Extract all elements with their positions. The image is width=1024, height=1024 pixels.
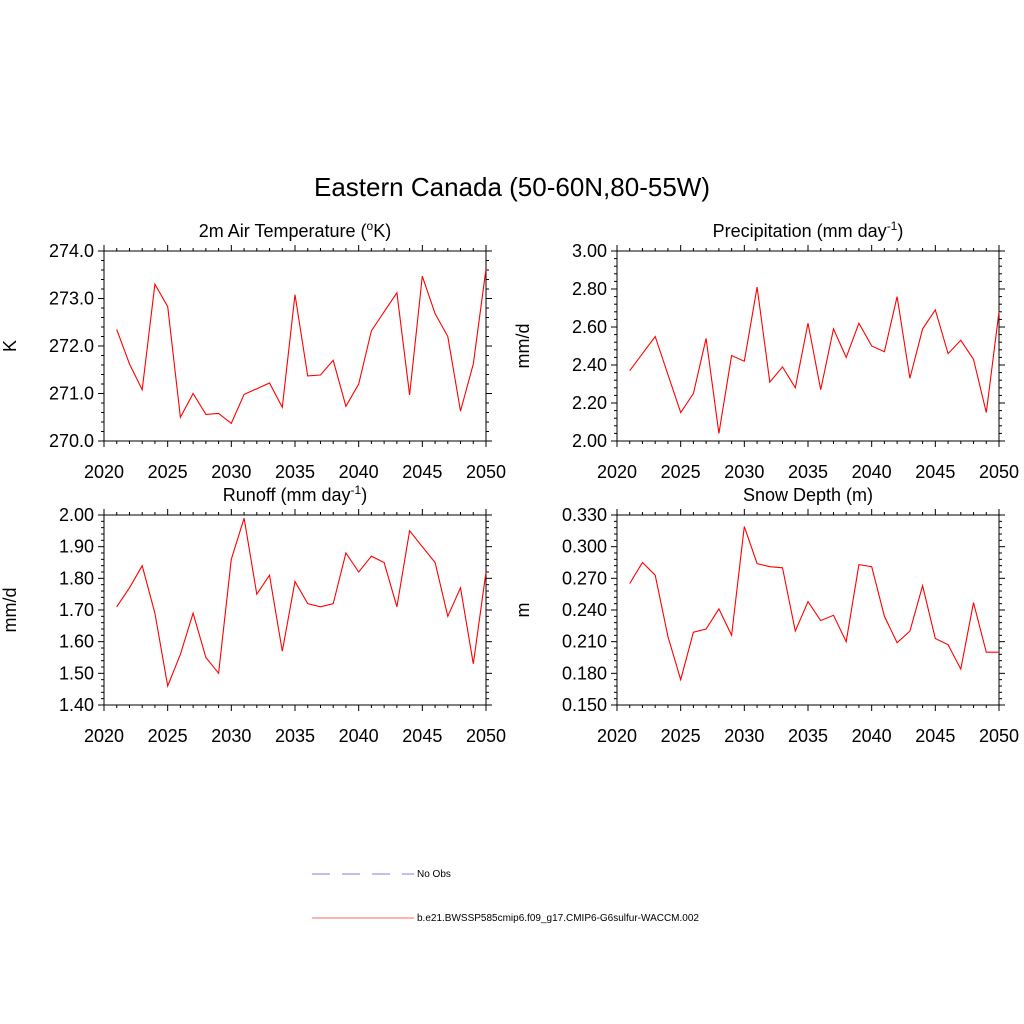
x-tick-label: 2030 bbox=[211, 726, 251, 746]
y-tick-label: 0.210 bbox=[562, 632, 607, 652]
y-tick-label: 270.0 bbox=[49, 431, 94, 451]
series-line bbox=[116, 518, 487, 688]
x-tick-label: 2025 bbox=[148, 726, 188, 746]
x-tick-label: 2050 bbox=[466, 462, 506, 482]
panel-title: 2m Air Temperature (oK) bbox=[199, 219, 391, 241]
x-tick-label: 2045 bbox=[915, 462, 955, 482]
panel-1: 2m Air Temperature (oK) 270.0 271.0 272.0 27… bbox=[0, 219, 506, 482]
x-tick-label: 2045 bbox=[402, 726, 442, 746]
x-tick-label: 2040 bbox=[339, 726, 379, 746]
y-tick-label: 1.60 bbox=[59, 632, 94, 652]
x-tick-label: 2045 bbox=[915, 726, 955, 746]
y-tick-label: 2.00 bbox=[59, 505, 94, 525]
panel-3: Runoff (mm day-1) 1.40 1.50 1.60 1.70 1.80 1.9… bbox=[0, 483, 506, 746]
y-axis-label: mm/d bbox=[513, 324, 533, 369]
y-tick-label: 0.300 bbox=[562, 537, 607, 557]
x-tick-label: 2035 bbox=[275, 726, 315, 746]
figure-title: Eastern Canada (50-60N,80-55W) bbox=[314, 172, 710, 202]
x-tick-label: 2020 bbox=[597, 462, 637, 482]
y-tick-label: 273.0 bbox=[49, 289, 94, 309]
y-tick-label: 0.330 bbox=[562, 505, 607, 525]
x-tick-label: 2045 bbox=[402, 462, 442, 482]
y-tick-label: 2.60 bbox=[572, 317, 607, 337]
panel-title-superscript: -1 bbox=[351, 483, 362, 497]
x-tick-label: 2050 bbox=[979, 726, 1019, 746]
x-tick-label: 2035 bbox=[788, 462, 828, 482]
y-tick-label: 2.40 bbox=[572, 355, 607, 375]
panel-title-main: Runoff (mm day bbox=[223, 485, 351, 505]
plot-frame bbox=[103, 514, 487, 706]
panel-title-tail: ) bbox=[361, 485, 367, 505]
x-tick-label: 2035 bbox=[275, 462, 315, 482]
y-tick-label: 3.00 bbox=[572, 241, 607, 261]
series-line bbox=[629, 526, 999, 682]
panel-title: Runoff (mm day-1) bbox=[223, 483, 367, 505]
y-tick-label: 274.0 bbox=[49, 241, 94, 261]
y-tick-label: 2.00 bbox=[572, 431, 607, 451]
panel-title-tail: K) bbox=[373, 221, 391, 241]
x-tick-label: 2025 bbox=[661, 726, 701, 746]
y-tick-label: 271.0 bbox=[49, 384, 94, 404]
panel-title-main: Precipitation (mm day bbox=[713, 221, 887, 241]
x-tick-label: 2050 bbox=[466, 726, 506, 746]
y-axis-label: m bbox=[513, 603, 533, 618]
panels: 2m Air Temperature (oK)270.0271.0272.027… bbox=[0, 219, 1019, 746]
x-tick-label: 2030 bbox=[211, 462, 251, 482]
y-tick-label: 1.40 bbox=[59, 695, 94, 715]
x-tick-label: 2025 bbox=[148, 462, 188, 482]
y-tick-label: 0.180 bbox=[562, 663, 607, 683]
plot-frame bbox=[103, 250, 487, 442]
plot-frame bbox=[616, 514, 1000, 706]
x-tick-label: 2020 bbox=[84, 726, 124, 746]
series-line bbox=[629, 287, 1000, 434]
panel-4: Snow Depth (m) 0.150 0.180 0.210 0.240 0.270 0… bbox=[513, 485, 1019, 746]
panel-title-tail: ) bbox=[897, 221, 903, 241]
y-tick-label: 2.20 bbox=[572, 393, 607, 413]
panel-title-main: 2m Air Temperature ( bbox=[199, 221, 367, 241]
y-tick-label: 272.0 bbox=[49, 336, 94, 356]
panel-title-main: Snow Depth (m) bbox=[743, 485, 873, 505]
legend-label-no-obs: No Obs bbox=[417, 869, 451, 880]
x-tick-label: 2030 bbox=[724, 726, 764, 746]
x-tick-label: 2020 bbox=[84, 462, 124, 482]
y-tick-label: 0.150 bbox=[562, 695, 607, 715]
panel-title: Precipitation (mm day-1) bbox=[713, 219, 904, 241]
x-tick-label: 2020 bbox=[597, 726, 637, 746]
plot-frame bbox=[616, 250, 1000, 442]
y-tick-label: 0.270 bbox=[562, 568, 607, 588]
panel-title-superscript: -1 bbox=[887, 219, 898, 233]
legend-label-model: b.e21.BWSSP585cmip6.f09_g17.CMIP6-G6sulf… bbox=[417, 913, 699, 924]
x-tick-label: 2050 bbox=[979, 462, 1019, 482]
x-tick-label: 2040 bbox=[852, 462, 892, 482]
y-tick-label: 1.70 bbox=[59, 600, 94, 620]
y-axis-label: mm/d bbox=[0, 588, 20, 633]
panel-title: Snow Depth (m) bbox=[743, 485, 873, 505]
x-tick-label: 2030 bbox=[724, 462, 764, 482]
x-tick-label: 2035 bbox=[788, 726, 828, 746]
panel-title-superscript: o bbox=[367, 219, 374, 233]
x-tick-label: 2040 bbox=[852, 726, 892, 746]
y-tick-label: 0.240 bbox=[562, 600, 607, 620]
x-tick-label: 2040 bbox=[339, 462, 379, 482]
x-tick-label: 2025 bbox=[661, 462, 701, 482]
y-tick-label: 1.50 bbox=[59, 663, 94, 683]
legend: No Obs b.e21.BWSSP585cmip6.f09_g17.CMIP6… bbox=[312, 869, 699, 924]
y-tick-label: 1.80 bbox=[59, 568, 94, 588]
panel-2: Precipitation (mm day-1) 2.00 2.20 2.40 2.60… bbox=[513, 219, 1019, 482]
y-tick-label: 2.80 bbox=[572, 279, 607, 299]
y-axis-label: K bbox=[0, 340, 20, 352]
y-tick-label: 1.90 bbox=[59, 537, 94, 557]
series-line bbox=[116, 268, 487, 425]
